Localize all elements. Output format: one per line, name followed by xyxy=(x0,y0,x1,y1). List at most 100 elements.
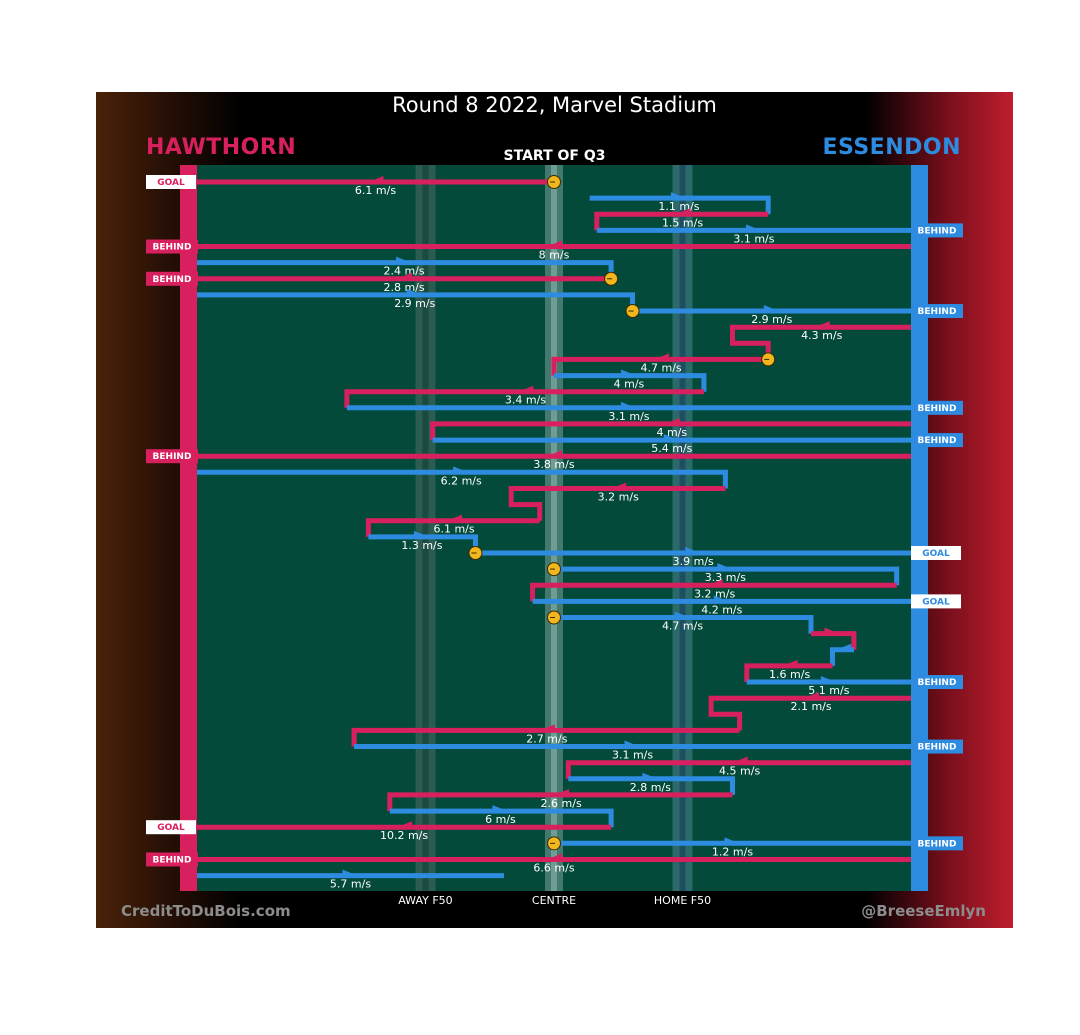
goal-badge: GOAL xyxy=(146,820,196,835)
speed-label: 2.6 m/s xyxy=(541,797,582,810)
speed-label: 6.2 m/s xyxy=(441,474,482,487)
chain-hawthorn: 6.1 m/s GOAL xyxy=(146,175,561,197)
speed-label: 1.3 m/s xyxy=(401,539,442,552)
chain-essendon: 3.9 m/s GOAL xyxy=(468,545,961,568)
speed-label: 6.1 m/s xyxy=(433,523,474,536)
goal-badge: GOAL xyxy=(146,175,196,189)
badge-box xyxy=(146,271,198,286)
chain-path xyxy=(508,486,726,521)
direction-arrow xyxy=(611,482,627,491)
speed-label: 2.8 m/s xyxy=(630,781,671,794)
chain-essendon: 4.7 m/s xyxy=(547,610,814,634)
chain-hawthorn: 3.8 m/s BEHIND xyxy=(146,449,911,471)
speed-label: 6 m/s xyxy=(485,813,516,826)
chain-path xyxy=(344,389,704,408)
x-tick-label: CENTRE xyxy=(531,894,577,907)
speed-label: 2.8 m/s xyxy=(383,281,424,294)
direction-arrow xyxy=(642,772,658,781)
goal-badge: GOAL xyxy=(911,594,961,609)
chain-path xyxy=(530,582,897,602)
chain-path xyxy=(551,356,769,376)
chain-hawthorn: 3.2 m/s xyxy=(530,579,897,602)
badge-label: BEHIND xyxy=(153,855,192,865)
direction-arrow xyxy=(745,224,761,233)
speed-label: 4.3 m/s xyxy=(801,329,842,342)
chart-title: Round 8 2022, Marvel Stadium xyxy=(392,93,717,117)
centre-line xyxy=(551,165,557,891)
chain-essendon xyxy=(830,643,854,666)
direction-arrow xyxy=(804,692,820,701)
chain-path xyxy=(365,518,540,537)
direction-arrow xyxy=(664,417,680,426)
speed-label: 2.9 m/s xyxy=(394,297,435,310)
team-label-hawthorn: HAWTHORN xyxy=(146,135,297,160)
x-tick-label: AWAY F50 xyxy=(398,894,453,907)
speed-label: 6.1 m/s xyxy=(355,184,396,197)
behind-badge: BEHIND xyxy=(146,271,198,286)
speed-label: 6.6 m/s xyxy=(533,861,574,874)
badge-label: BEHIND xyxy=(918,404,957,414)
behind-badge: BEHIND xyxy=(911,675,963,690)
direction-arrow xyxy=(396,256,412,265)
direction-arrow xyxy=(713,595,729,604)
direction-arrow xyxy=(453,466,469,475)
direction-arrow xyxy=(413,530,429,539)
badge-box xyxy=(911,433,963,448)
chain-hawthorn: 8 m/s BEHIND xyxy=(146,239,911,262)
essendon-goal-post xyxy=(911,165,928,891)
speed-label: 2.1 m/s xyxy=(790,700,831,713)
direction-arrow xyxy=(674,611,690,620)
speed-label: 2.9 m/s xyxy=(751,313,792,326)
chain-essendon: 2.8 m/s xyxy=(568,772,735,795)
speed-label: 10.2 m/s xyxy=(380,829,428,842)
speed-label: 3.1 m/s xyxy=(733,232,774,245)
direction-arrow xyxy=(782,659,798,668)
team-label-essendon: ESSENDON xyxy=(822,135,961,160)
credit-handle: @BreeseEmlyn xyxy=(861,902,986,920)
chain-essendon: 3.3 m/s xyxy=(547,562,900,586)
direction-arrow xyxy=(342,869,358,878)
speed-label: 4 m/s xyxy=(656,426,687,439)
badge-label: BEHIND xyxy=(918,226,957,236)
badge-label: GOAL xyxy=(922,549,950,559)
direction-arrow xyxy=(670,192,686,201)
badge-box xyxy=(911,739,963,754)
credit-website: CreditToDuBois.com xyxy=(121,902,291,920)
chain-path xyxy=(589,195,771,215)
direction-arrow xyxy=(368,176,384,184)
chain-hawthorn xyxy=(811,627,857,650)
behind-badge: BEHIND xyxy=(911,304,963,319)
direction-arrow xyxy=(814,321,830,330)
speed-label: 3.4 m/s xyxy=(505,394,546,407)
chain-essendon: 6.2 m/s xyxy=(197,466,728,489)
chain-essendon: 3.1 m/s BEHIND xyxy=(596,223,963,245)
chain-path xyxy=(554,615,814,634)
speed-label: 1.2 m/s xyxy=(712,845,753,858)
direction-arrow xyxy=(763,305,779,314)
direction-arrow xyxy=(406,288,422,297)
badge-label: BEHIND xyxy=(153,275,192,285)
chain-essendon: 3.1 m/s BEHIND xyxy=(346,400,963,423)
goal-badge: GOAL xyxy=(911,545,961,560)
speed-label: 3.1 m/s xyxy=(612,749,653,762)
speed-label: 1.6 m/s xyxy=(769,668,810,681)
direction-arrow xyxy=(620,369,636,378)
chart-frame: Round 8 2022, Marvel Stadium HAWTHORN ES… xyxy=(96,92,1013,928)
badge-box xyxy=(911,400,963,415)
chain-path xyxy=(430,421,911,441)
chain-path xyxy=(708,695,911,731)
badge-label: BEHIND xyxy=(918,839,957,849)
direction-arrow xyxy=(654,353,670,362)
speed-label: 8 m/s xyxy=(539,249,570,262)
chain-path xyxy=(387,792,733,812)
speed-label: 4 m/s xyxy=(614,378,645,391)
chain-essendon: 2.9 m/s BEHIND xyxy=(625,304,963,326)
badge-box xyxy=(146,239,198,254)
direction-arrow xyxy=(447,514,463,523)
chain-essendon: 4 m/s xyxy=(554,369,707,392)
direction-arrow xyxy=(620,401,636,410)
direction-arrow xyxy=(518,385,534,394)
speed-label: 3.1 m/s xyxy=(608,410,649,423)
direction-arrow xyxy=(820,676,836,685)
badge-label: GOAL xyxy=(157,823,185,833)
